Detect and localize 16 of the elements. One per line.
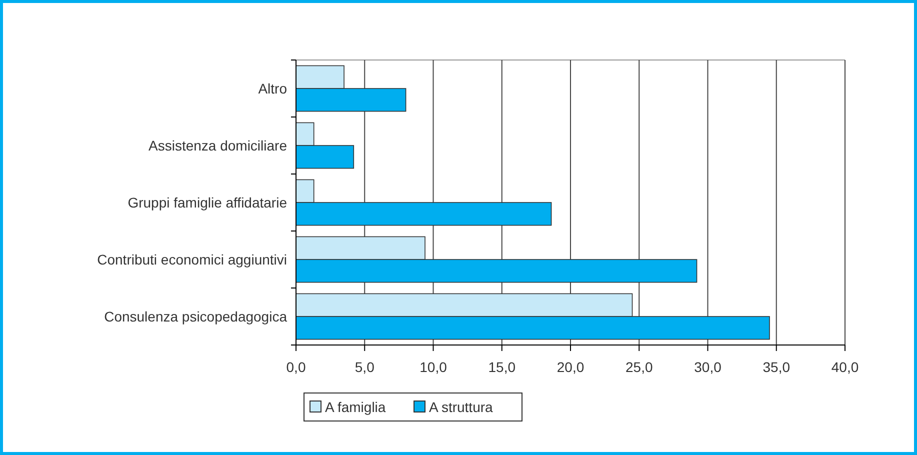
legend-label: A struttura bbox=[429, 399, 494, 415]
x-tick-label: 5,0 bbox=[354, 359, 375, 375]
x-tick-label: 0,0 bbox=[286, 359, 306, 375]
y-tick-label: Contributi economici aggiuntivi bbox=[97, 252, 287, 268]
legend-label: A famiglia bbox=[325, 399, 386, 415]
x-tick-label: 25,0 bbox=[626, 359, 653, 375]
y-tick-label: Consulenza psicopedagogica bbox=[104, 308, 288, 324]
x-tick-label: 30,0 bbox=[694, 359, 722, 375]
x-tick-label: 40,0 bbox=[831, 359, 859, 375]
y-tick-label: Gruppi famiglie affidatarie bbox=[128, 194, 288, 210]
x-tick-label: 20,0 bbox=[556, 359, 584, 375]
y-tick-label: Altro bbox=[258, 80, 288, 96]
y-tick-label: Assistenza domiciliare bbox=[148, 138, 288, 154]
x-tick-label: 15,0 bbox=[488, 359, 516, 375]
x-tick-label: 35,0 bbox=[762, 359, 790, 375]
x-tick-label: 10,0 bbox=[420, 359, 448, 375]
